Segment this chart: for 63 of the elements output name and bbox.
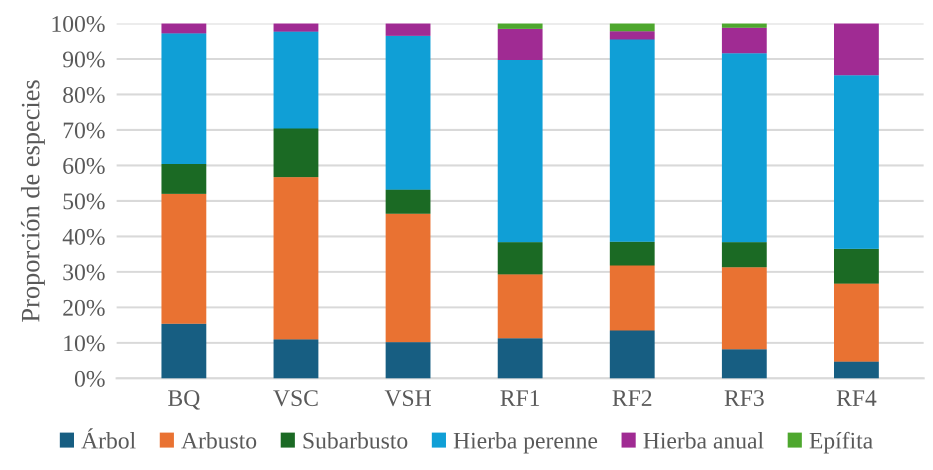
bar <box>161 33 206 164</box>
y-axis-title: Proporción de especies <box>20 80 45 322</box>
x-tick-label: BQ <box>168 390 200 410</box>
bar <box>722 267 767 350</box>
bar <box>722 349 767 378</box>
x-tick-label: RF4 <box>836 390 876 406</box>
y-tick-label: 10% <box>64 335 105 352</box>
bar <box>610 266 655 330</box>
bar <box>274 24 318 32</box>
bar <box>610 330 655 378</box>
bar <box>386 214 430 342</box>
bar <box>386 36 430 190</box>
bar <box>722 24 767 28</box>
bar <box>161 324 206 378</box>
bar <box>386 24 430 36</box>
legend-label: Subarbusto <box>304 432 408 449</box>
bar <box>498 274 543 338</box>
legend-label: Hierba perenne <box>454 432 598 454</box>
y-tick-label: 100% <box>52 16 105 32</box>
bar <box>498 60 543 242</box>
bar <box>274 177 318 340</box>
x-tick-label: RF1 <box>500 390 540 406</box>
bar <box>498 338 543 378</box>
bar <box>834 75 879 249</box>
bar <box>834 362 879 378</box>
bar <box>274 128 318 178</box>
bar <box>498 24 543 29</box>
bar <box>610 39 655 242</box>
bar <box>386 342 430 378</box>
bar <box>722 53 767 242</box>
bar <box>722 242 767 268</box>
bar <box>834 284 879 362</box>
y-tick-label: 90% <box>62 51 105 68</box>
y-tick-label: 70% <box>64 122 105 138</box>
bar <box>722 28 767 54</box>
bar <box>498 242 543 274</box>
legend-label: Árbol <box>81 428 136 449</box>
legend-label: Hierba anual <box>643 432 764 449</box>
legend-label: Arbusto <box>181 432 256 449</box>
y-tick-label: 60% <box>63 158 105 174</box>
y-tick-label: 80% <box>63 86 105 103</box>
x-tick-label: RF3 <box>724 390 764 406</box>
bar <box>274 339 318 378</box>
legend-label: Epífita <box>810 432 873 454</box>
x-tick-label: VSH <box>384 390 431 406</box>
bar <box>610 242 655 266</box>
bar <box>274 32 318 129</box>
bar <box>834 248 879 284</box>
bar <box>834 24 879 76</box>
x-tick-label: RF2 <box>612 390 652 406</box>
y-tick-label: 20% <box>63 300 105 316</box>
y-tick-label: 50% <box>64 193 105 210</box>
y-tick-label: 30% <box>63 264 105 280</box>
x-tick-label: VSC <box>273 390 318 406</box>
bar <box>610 31 655 40</box>
bar <box>161 24 206 34</box>
bar <box>161 194 206 324</box>
bar <box>498 28 543 60</box>
y-tick-label: 0% <box>74 370 105 387</box>
bar <box>610 24 655 32</box>
y-tick-label: 40% <box>62 228 105 245</box>
bar <box>161 164 206 194</box>
bar <box>386 190 430 214</box>
